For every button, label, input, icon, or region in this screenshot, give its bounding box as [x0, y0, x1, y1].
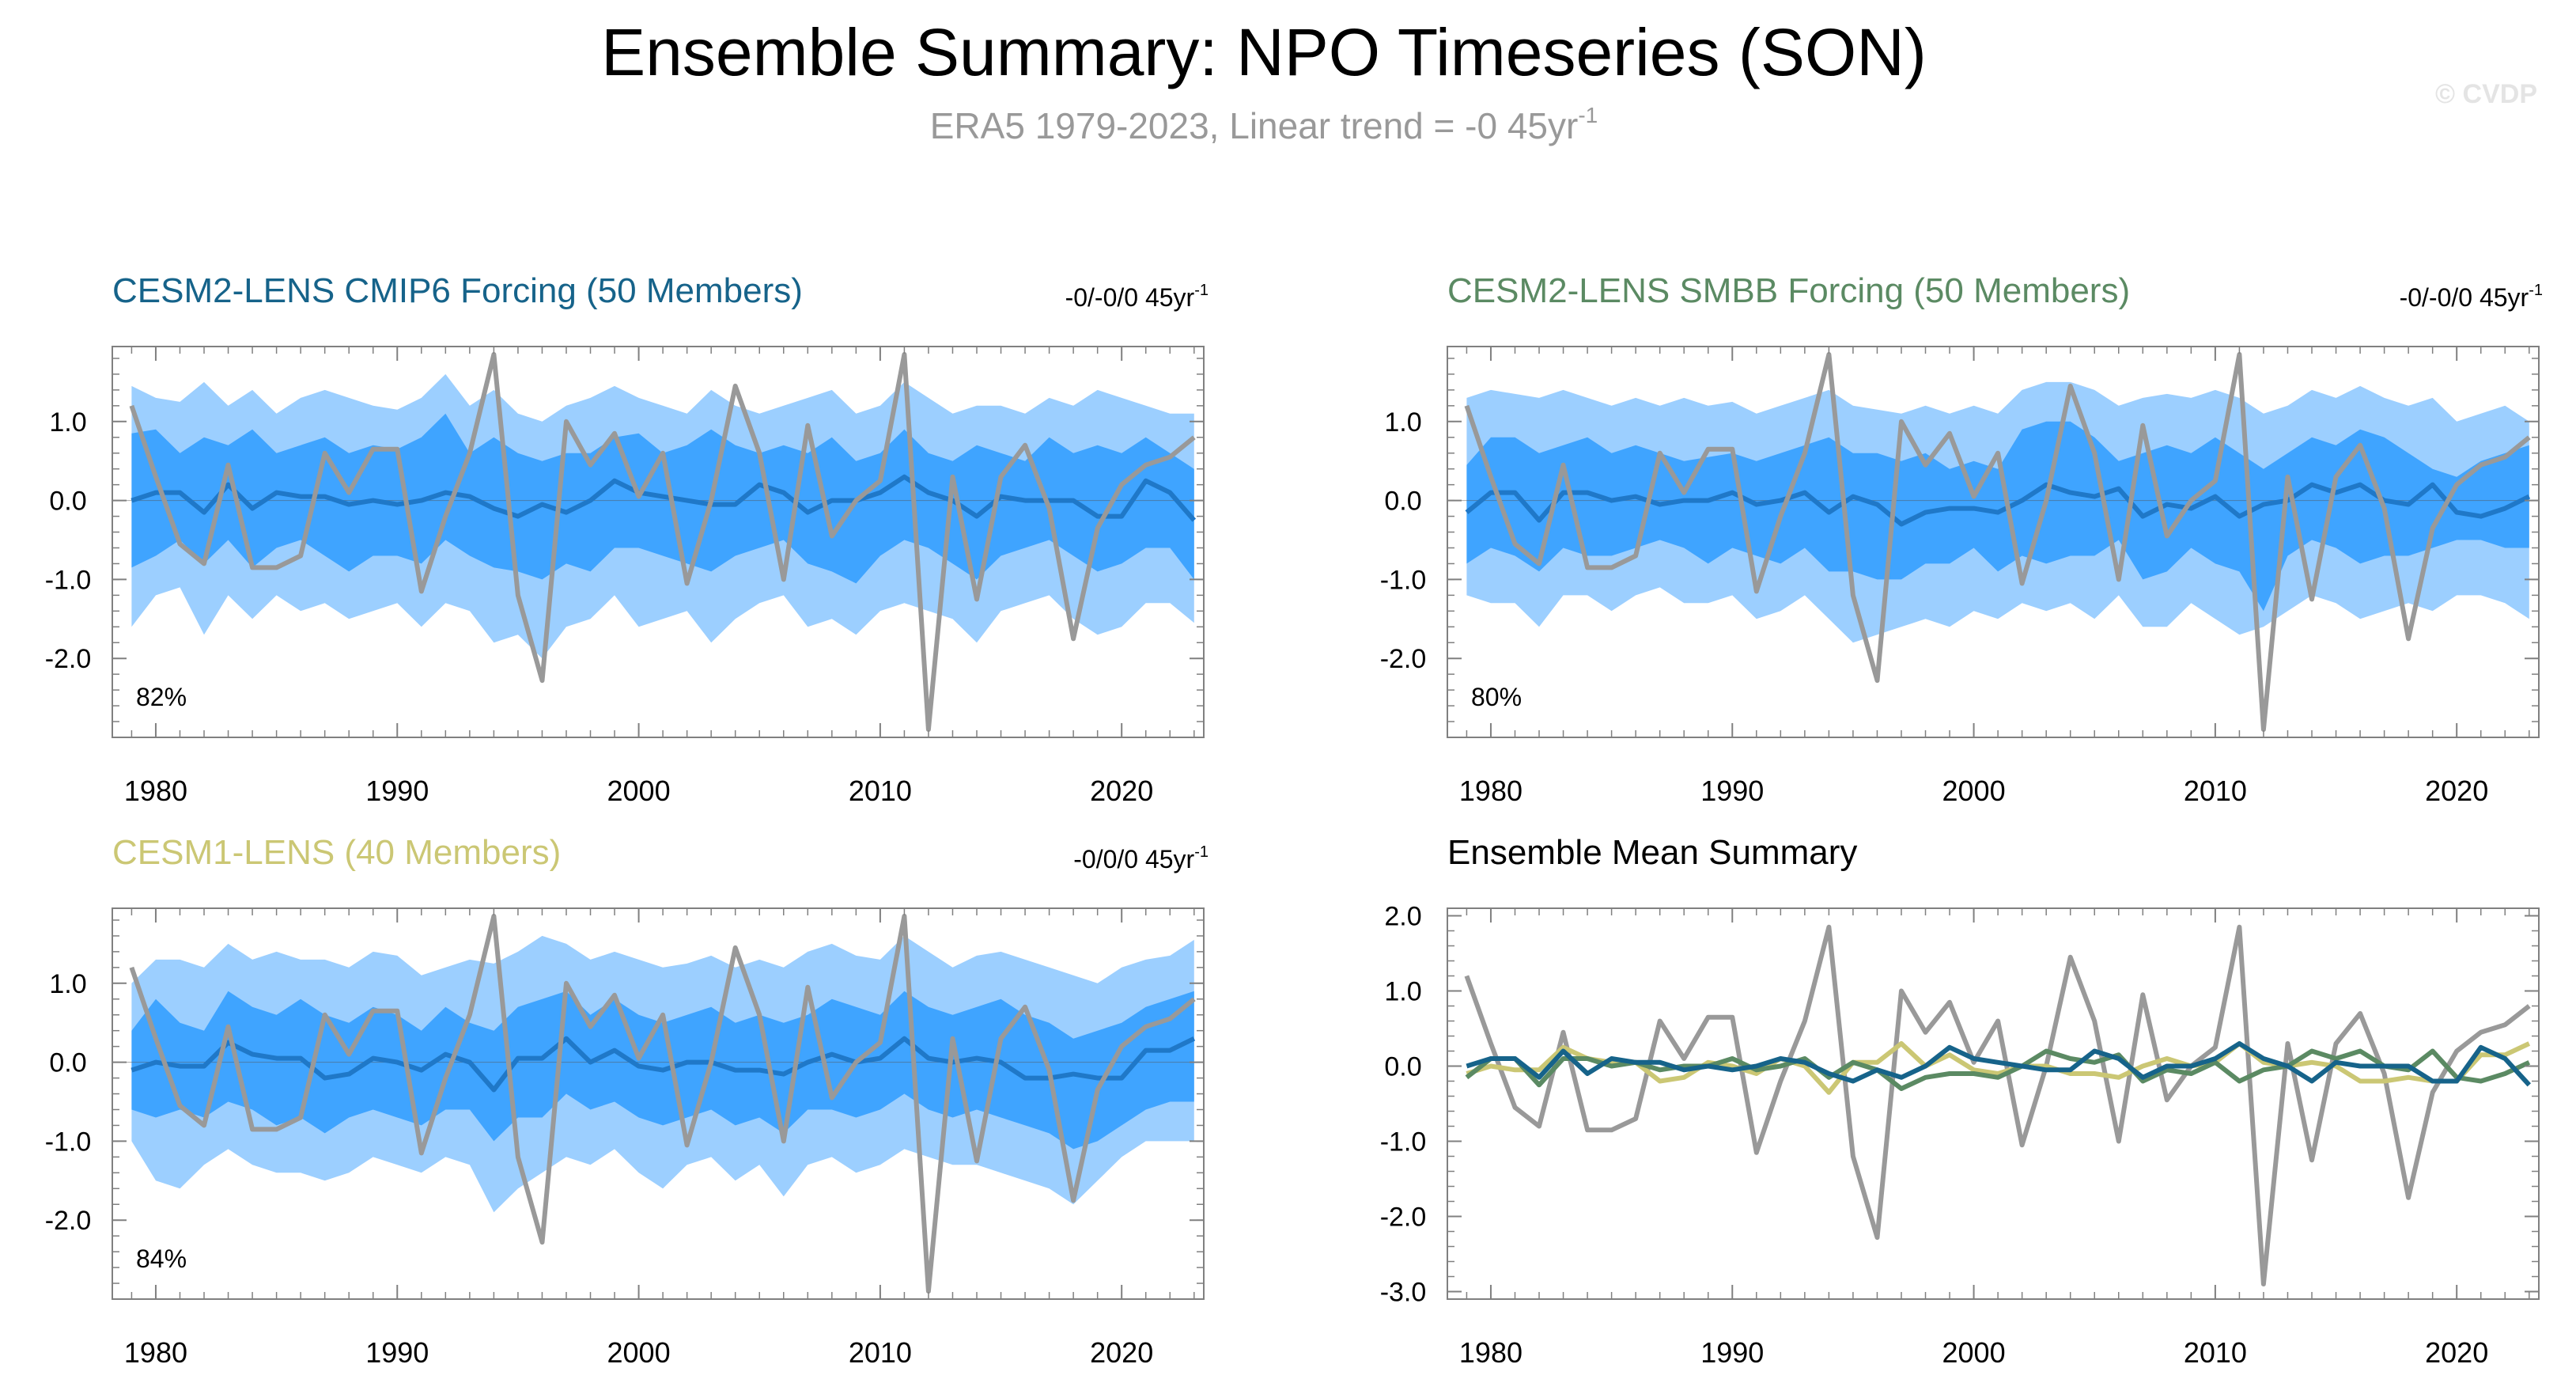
percent-label-cmip6: 82%	[136, 683, 187, 711]
x-tick-label: 1980	[1459, 775, 1523, 807]
plot-content-cesm1	[112, 914, 1204, 1294]
panel-cmip6: CESM2-LENS CMIP6 Forcing (50 Members) -0…	[45, 271, 1209, 807]
x-tick-label: 2010	[2184, 775, 2247, 807]
x-tick-label: 1990	[365, 775, 429, 807]
y-tick-label: -2.0	[1380, 1203, 1427, 1233]
panel-trend-cmip6: -0/-0/0 45yr-1	[1065, 282, 1209, 312]
plot-area-smbb: 80% 1.0 0.0 -1.0 -2.0 1980 1990 2000 2010 2020	[1380, 346, 2540, 807]
plot-content-smbb	[1447, 352, 2539, 732]
panel-trend-sup-cmip6: -1	[1194, 282, 1209, 299]
y-tick-label: -2.0	[1380, 644, 1427, 674]
panel-trend-text-cmip6: -0/-0/0 45yr	[1065, 283, 1195, 312]
watermark: © CVDP	[2435, 79, 2537, 109]
series-line-cesm2-lens-smbb	[1465, 1048, 2531, 1091]
panel-title-smbb: CESM2-LENS SMBB Forcing (50 Members)	[1447, 271, 2130, 310]
axis-frame-smbb	[1447, 346, 2540, 738]
figure-subtitle-text: ERA5 1979-2023, Linear trend = -0 45yr	[930, 105, 1579, 146]
figure-subtitle-sup: -1	[1578, 103, 1598, 127]
panel-trend-cesm1: -0/0/0 45yr-1	[1073, 843, 1209, 873]
obs-line-smbb	[1464, 352, 2531, 732]
y-tick-label: 1.0	[1384, 977, 1421, 1007]
y-tick-label: -1.0	[1380, 565, 1427, 595]
panel-title-summary: Ensemble Mean Summary	[1447, 833, 1857, 872]
y-tick-label: 1.0	[49, 969, 86, 999]
axis-frame-cesm1	[112, 907, 1205, 1300]
y-tick-label: 1.0	[49, 407, 86, 438]
panel-trend-text-cesm1: -0/0/0 45yr	[1073, 845, 1194, 873]
x-tick-label: 2020	[1090, 775, 1153, 807]
x-tick-label: 2000	[607, 775, 671, 807]
y-tick-label: -1.0	[45, 1127, 92, 1157]
series-line-cesm1-lens	[1466, 1041, 2531, 1095]
ensemble-mean-line-cesm1	[131, 1036, 1196, 1093]
x-tick-label: 1980	[124, 775, 187, 807]
y-tick-label: 0.0	[1384, 1052, 1421, 1082]
plot-area-cmip6: 82% 1.0 0.0 -1.0 -2.0 1980 1990 2000 2010 2020	[45, 346, 1205, 807]
y-tick-label: 2.0	[1384, 902, 1421, 932]
x-tick-label: 2000	[1942, 1336, 2006, 1369]
y-tick-label: -2.0	[45, 1206, 92, 1236]
figure-subtitle: ERA5 1979-2023, Linear trend = -0 45yr-1	[930, 103, 1598, 146]
panel-trend-sup-smbb: -1	[2529, 282, 2543, 299]
x-tick-label: 2010	[849, 1336, 912, 1369]
percent-label-cesm1: 84%	[136, 1245, 187, 1273]
plot-area-summary: 2.0 1.0 0.0 -1.0 -2.0 -3.0 1980 1990 2000 2010 202…	[1380, 902, 2540, 1369]
x-tick-label: 2020	[2425, 775, 2488, 807]
y-tick-label: -1.0	[45, 565, 92, 595]
ensemble-mean-line-smbb	[1465, 482, 2531, 527]
panel-trend-smbb: -0/-0/0 45yr-1	[2400, 282, 2543, 312]
x-tick-label: 2010	[849, 775, 912, 807]
panel-trend-sup-cesm1: -1	[1194, 843, 1209, 861]
panel-cesm1: CESM1-LENS (40 Members) -0/0/0 45yr-1 84…	[45, 833, 1209, 1369]
y-tick-label: 0.0	[49, 1048, 86, 1078]
plot-area-cesm1: 84% 1.0 0.0 -1.0 -2.0 1980 1990 2000 2010 2020	[45, 907, 1205, 1369]
ensemble-mean-line-cmip6	[131, 474, 1197, 522]
panel-title-cmip6: CESM2-LENS CMIP6 Forcing (50 Members)	[112, 271, 803, 310]
y-tick-label: -1.0	[1380, 1127, 1427, 1157]
y-tick-label: 1.0	[1384, 407, 1421, 438]
axis-frame-summary	[1447, 907, 2540, 1300]
x-tick-label: 2020	[1090, 1336, 1153, 1369]
plot-content-summary	[1464, 924, 2532, 1286]
x-tick-label: 2010	[2184, 1336, 2247, 1369]
plot-content-cmip6	[112, 352, 1204, 732]
x-tick-label: 2000	[1942, 775, 2006, 807]
x-tick-label: 2000	[607, 1336, 671, 1369]
obs-line-cesm1	[129, 914, 1196, 1294]
series-line-cesm2-lens-cmip6	[1466, 1041, 2532, 1087]
x-tick-label: 1990	[365, 1336, 429, 1369]
axis-frame-cmip6	[112, 346, 1205, 738]
obs-line-cmip6	[129, 352, 1196, 732]
y-tick-label: -2.0	[45, 644, 92, 674]
figure-title: Ensemble Summary: NPO Timeseries (SON)	[601, 15, 1927, 89]
x-tick-label: 2020	[2425, 1336, 2488, 1369]
x-tick-label: 1990	[1700, 775, 1764, 807]
y-tick-label: -3.0	[1380, 1278, 1427, 1308]
x-tick-label: 1980	[124, 1336, 187, 1369]
y-tick-label: 0.0	[49, 487, 86, 517]
spread-band-inner-smbb	[1466, 421, 2529, 612]
y-tick-label: 0.0	[1384, 487, 1421, 517]
x-tick-label: 1990	[1700, 1336, 1764, 1369]
series-line-era5	[1464, 924, 2531, 1286]
percent-label-smbb: 80%	[1471, 683, 1522, 711]
x-tick-label: 1980	[1459, 1336, 1523, 1369]
panel-trend-text-smbb: -0/-0/0 45yr	[2400, 283, 2529, 312]
panel-summary: Ensemble Mean Summary 2.0 1.0 0.0 -1.0 -2.0 -…	[1380, 833, 2540, 1369]
panel-title-cesm1: CESM1-LENS (40 Members)	[112, 833, 561, 872]
panel-smbb: CESM2-LENS SMBB Forcing (50 Members) -0/…	[1380, 271, 2543, 807]
